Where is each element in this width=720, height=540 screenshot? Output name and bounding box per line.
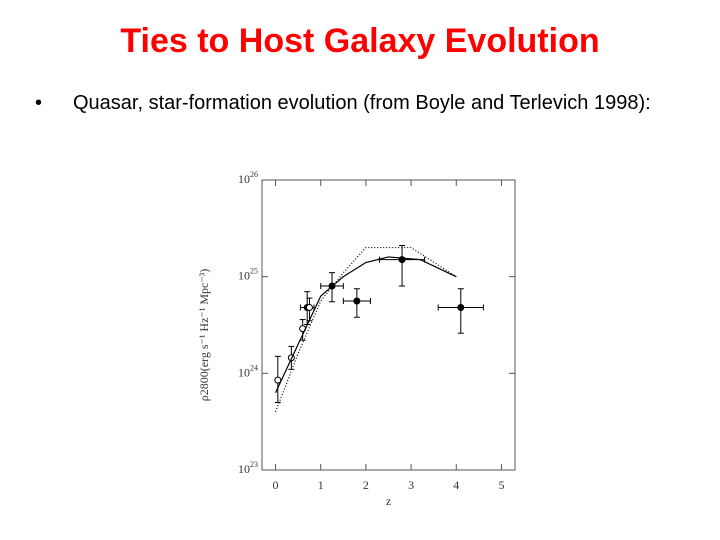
data-point <box>457 303 465 311</box>
x-tick-label: 0 <box>273 478 279 492</box>
x-tick-label: 3 <box>408 478 414 492</box>
y-tick-label: 1024 <box>238 363 258 379</box>
model-line <box>275 256 457 393</box>
bullet-dot: • <box>35 92 43 114</box>
model-line <box>274 246 457 413</box>
bullet-text: Quasar, star-formation evolution (from B… <box>73 92 651 114</box>
x-tick-label: 5 <box>498 478 504 492</box>
x-tick-label: 4 <box>453 478 459 492</box>
data-point <box>305 303 313 311</box>
bullet-item: • Quasar, star-formation evolution (from… <box>35 92 675 115</box>
slide-title: Ties to Host Galaxy Evolution <box>120 22 600 60</box>
x-axis-label: z <box>386 494 391 508</box>
data-point <box>353 297 361 305</box>
plot-frame <box>261 179 516 471</box>
x-tick-label: 2 <box>363 478 369 492</box>
x-tick-label: 1 <box>318 478 324 492</box>
y-tick-label: 1025 <box>238 266 258 282</box>
y-tick-label: 1023 <box>238 460 258 476</box>
y-axis-label: ρ2800(erg s⁻¹ Hz⁻¹ Mpc⁻³) <box>197 269 211 402</box>
y-tick-label: 1026 <box>238 170 258 186</box>
